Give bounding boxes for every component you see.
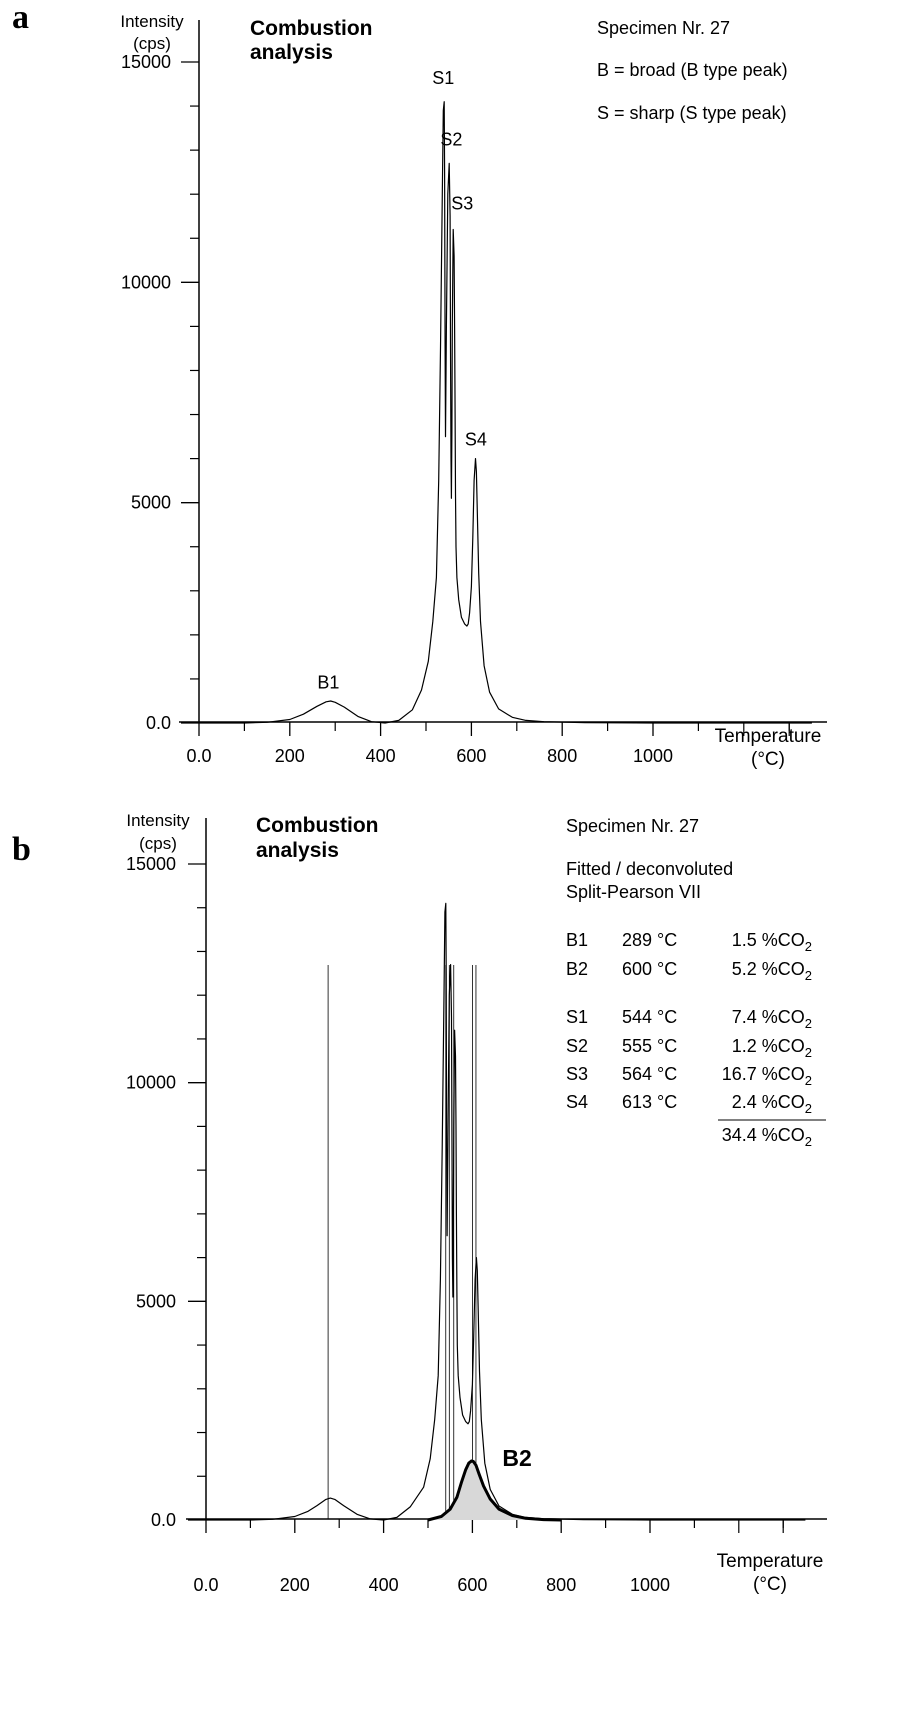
fit-table-peak: B2 [566, 959, 588, 979]
fit-table-temp: 600 °C [622, 959, 677, 979]
peak-label: S4 [465, 429, 487, 449]
y-axis-label-line2: (cps) [133, 34, 171, 53]
legend-line: S = sharp (S type peak) [597, 103, 787, 123]
x-tick-label: 200 [280, 1575, 310, 1595]
x-tick-label: 400 [369, 1575, 399, 1595]
y-axis-label-line1: Intensity [120, 12, 184, 31]
fit-table-co2: 16.7 %CO2 [722, 1064, 812, 1088]
y-tick-label: 10000 [126, 1073, 176, 1093]
fit-table-peak: S2 [566, 1036, 588, 1056]
x-tick-label: 800 [547, 746, 577, 766]
x-tick-label: 0.0 [186, 746, 211, 766]
fit-table-total: 34.4 %CO2 [722, 1125, 812, 1149]
x-axis-label-line1: Temperature [715, 726, 822, 747]
panel-letter: b [12, 831, 31, 868]
fit-table-co2: 7.4 %CO2 [732, 1007, 812, 1031]
x-axis-label-line2: (°C) [753, 1574, 787, 1595]
x-tick-label: 600 [456, 746, 486, 766]
y-axis-label-line1: Intensity [126, 811, 190, 830]
legend-line: Fitted / deconvoluted [566, 859, 733, 879]
legend-line: Specimen Nr. 27 [597, 18, 730, 38]
chart-title-line1: Combustion [256, 814, 378, 837]
fit-table-temp: 564 °C [622, 1064, 677, 1084]
x-tick-label: 400 [366, 746, 396, 766]
legend-line: B = broad (B type peak) [597, 60, 788, 80]
legend-line: Specimen Nr. 27 [566, 816, 699, 836]
fit-table-temp: 544 °C [622, 1007, 677, 1027]
x-axis-label-line1: Temperature [717, 1551, 824, 1572]
fit-table-co2: 1.2 %CO2 [732, 1036, 812, 1060]
x-tick-label: 800 [546, 1575, 576, 1595]
fit-table-peak: B1 [566, 930, 588, 950]
fit-table-temp: 289 °C [622, 930, 677, 950]
peak-label: B1 [317, 673, 339, 693]
x-tick-label: 600 [457, 1575, 487, 1595]
y-tick-label: 15000 [126, 854, 176, 874]
fit-table-peak: S4 [566, 1092, 588, 1112]
y-tick-label: 5000 [131, 493, 171, 513]
b2-peak-area [428, 1461, 562, 1520]
b2-peak-curve [427, 1459, 562, 1522]
fit-table-temp: 555 °C [622, 1036, 677, 1056]
fit-table-temp: 613 °C [622, 1092, 677, 1112]
data-line [199, 101, 812, 724]
x-axis-label-line2: (°C) [751, 749, 785, 770]
fit-table-co2: 5.2 %CO2 [732, 959, 812, 983]
x-tick-label: 1000 [633, 746, 673, 766]
legend-line: Split-Pearson VII [566, 882, 701, 902]
x-tick-label: 200 [275, 746, 305, 766]
y-tick-label: 0.0 [146, 713, 171, 733]
y-axis-label-line2: (cps) [139, 834, 177, 853]
x-tick-label: 0.0 [193, 1575, 218, 1595]
data-line [206, 902, 806, 1521]
y-tick-label: 15000 [121, 52, 171, 72]
b2-label: B2 [502, 1445, 531, 1471]
chart-title-line1: Combustion [250, 17, 372, 40]
fit-table-peak: S3 [566, 1064, 588, 1084]
chart-title-line2: analysis [256, 839, 339, 862]
x-tick-label: 1000 [630, 1575, 670, 1595]
y-tick-label: 10000 [121, 272, 171, 292]
chart-title-line2: analysis [250, 41, 333, 64]
fit-table-co2: 1.5 %CO2 [732, 930, 812, 954]
fit-table-co2: 2.4 %CO2 [732, 1092, 812, 1116]
peak-label: S1 [432, 68, 454, 88]
y-tick-label: 0.0 [151, 1510, 176, 1530]
panel-letter: a [12, 0, 29, 36]
y-tick-label: 5000 [136, 1291, 176, 1311]
peak-label: S2 [440, 130, 462, 150]
peak-label: S3 [451, 194, 473, 214]
fit-table-peak: S1 [566, 1007, 588, 1027]
